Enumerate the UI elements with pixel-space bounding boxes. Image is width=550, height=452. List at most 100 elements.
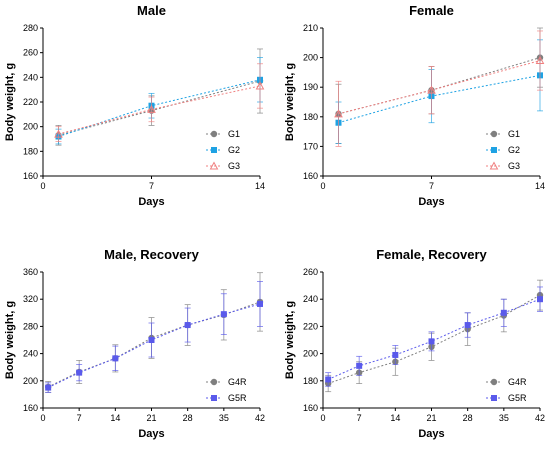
panel-2: Female 160 170 180 190 200 210 0 7 14 Days Body wei… [284,3,545,208]
legend-label: G3 [228,161,240,171]
x-tick-label: 35 [219,413,229,423]
y-tick-label: 200 [23,376,38,386]
y-tick-label: 200 [303,53,318,63]
x-tick-label: 28 [183,413,193,423]
x-tick-label: 14 [110,413,120,423]
series-G3 [54,63,265,142]
chart-title: Male, Recovery [104,247,199,262]
data-point [392,351,399,358]
series-line [338,74,541,124]
data-point [147,104,156,113]
x-axis-label: Days [138,196,164,208]
panel-4: Female, Recovery 160 180 200 220 240 260 0 7 14 21… [284,247,545,440]
data-point [54,129,63,138]
data-point [220,311,227,318]
series-G4R [324,279,544,393]
y-axis-label: Body weight, g [4,301,16,379]
legend-label: G1 [228,129,240,139]
x-tick-label: 0 [320,181,325,191]
y-tick-label: 180 [303,376,318,386]
series-line [338,57,541,115]
y-tick-label: 260 [303,267,318,277]
y-tick-label: 240 [23,349,38,359]
data-point [464,322,471,329]
x-axis-label: Days [418,428,444,440]
x-tick-label: 21 [426,413,436,423]
legend-marker [489,161,499,170]
x-tick-label: 7 [429,181,434,191]
legend-marker [211,147,217,153]
y-tick-label: 240 [23,72,38,82]
series-G2 [335,39,543,144]
series-G1 [335,27,544,144]
legend-label: G5R [228,393,247,403]
x-tick-label: 0 [40,413,45,423]
x-tick-label: 14 [390,413,400,423]
y-tick-label: 320 [23,294,38,304]
x-tick-label: 21 [146,413,156,423]
legend-marker [209,161,219,170]
legend: G1 G2 G3 [486,129,520,171]
legend-marker [210,378,218,386]
y-tick-label: 220 [303,321,318,331]
y-tick-label: 180 [303,112,318,122]
y-tick-label: 360 [23,267,38,277]
x-tick-label: 42 [255,413,265,423]
legend: G4R G5R [486,377,527,403]
y-tick-label: 190 [303,82,318,92]
series-G5R [45,281,263,393]
x-tick-label: 7 [77,413,82,423]
data-point [76,369,83,376]
chart-title: Male [137,3,166,18]
data-point [334,109,343,118]
legend-label: G2 [228,145,240,155]
series-line [338,60,541,115]
series-line [58,85,261,135]
y-axis-label: Body weight, g [4,63,16,141]
y-tick-label: 220 [23,97,38,107]
data-point [255,81,265,90]
legend: G4R G5R [206,377,247,403]
y-tick-label: 170 [303,141,318,151]
y-axis-label: Body weight, g [284,63,296,141]
x-tick-label: 7 [149,181,154,191]
y-tick-label: 180 [23,146,38,156]
y-tick-label: 160 [23,403,38,413]
x-tick-label: 7 [357,413,362,423]
x-tick-label: 14 [255,181,265,191]
y-tick-label: 280 [23,321,38,331]
x-axis-label: Days [138,428,164,440]
legend: G1 G2 G3 [206,129,240,171]
y-tick-label: 210 [303,23,318,33]
y-tick-label: 160 [303,171,318,181]
panel-1: Male 160 180 200 220 240 260 280 0 7 14 Days Body we… [4,3,265,208]
series-G5R [325,286,543,387]
legend-marker [211,395,217,401]
data-point [537,296,543,303]
data-point [356,362,363,369]
y-tick-label: 280 [23,23,38,33]
chart-title: Female, Recovery [376,247,487,262]
data-point [535,56,545,65]
y-tick-label: 260 [23,48,38,58]
y-axis-label: Body weight, g [284,301,296,379]
chart-title: Female [409,3,454,18]
legend-label: G3 [508,161,520,171]
legend-marker [490,378,498,386]
data-point [325,376,332,383]
series-G3 [334,30,545,147]
legend-label: G5R [508,393,527,403]
x-tick-label: 14 [535,181,545,191]
data-point [184,322,191,329]
x-axis-label: Days [418,196,444,208]
data-point [148,337,155,343]
legend-label: G4R [228,377,247,387]
data-point [427,85,436,94]
x-tick-label: 28 [463,413,473,423]
y-tick-label: 200 [23,122,38,132]
data-point [428,338,435,345]
panel-3: Male, Recovery 160 200 240 280 320 360 0 7 14 21 28… [4,247,265,440]
legend-label: G2 [508,145,520,155]
legend-marker [210,130,218,138]
